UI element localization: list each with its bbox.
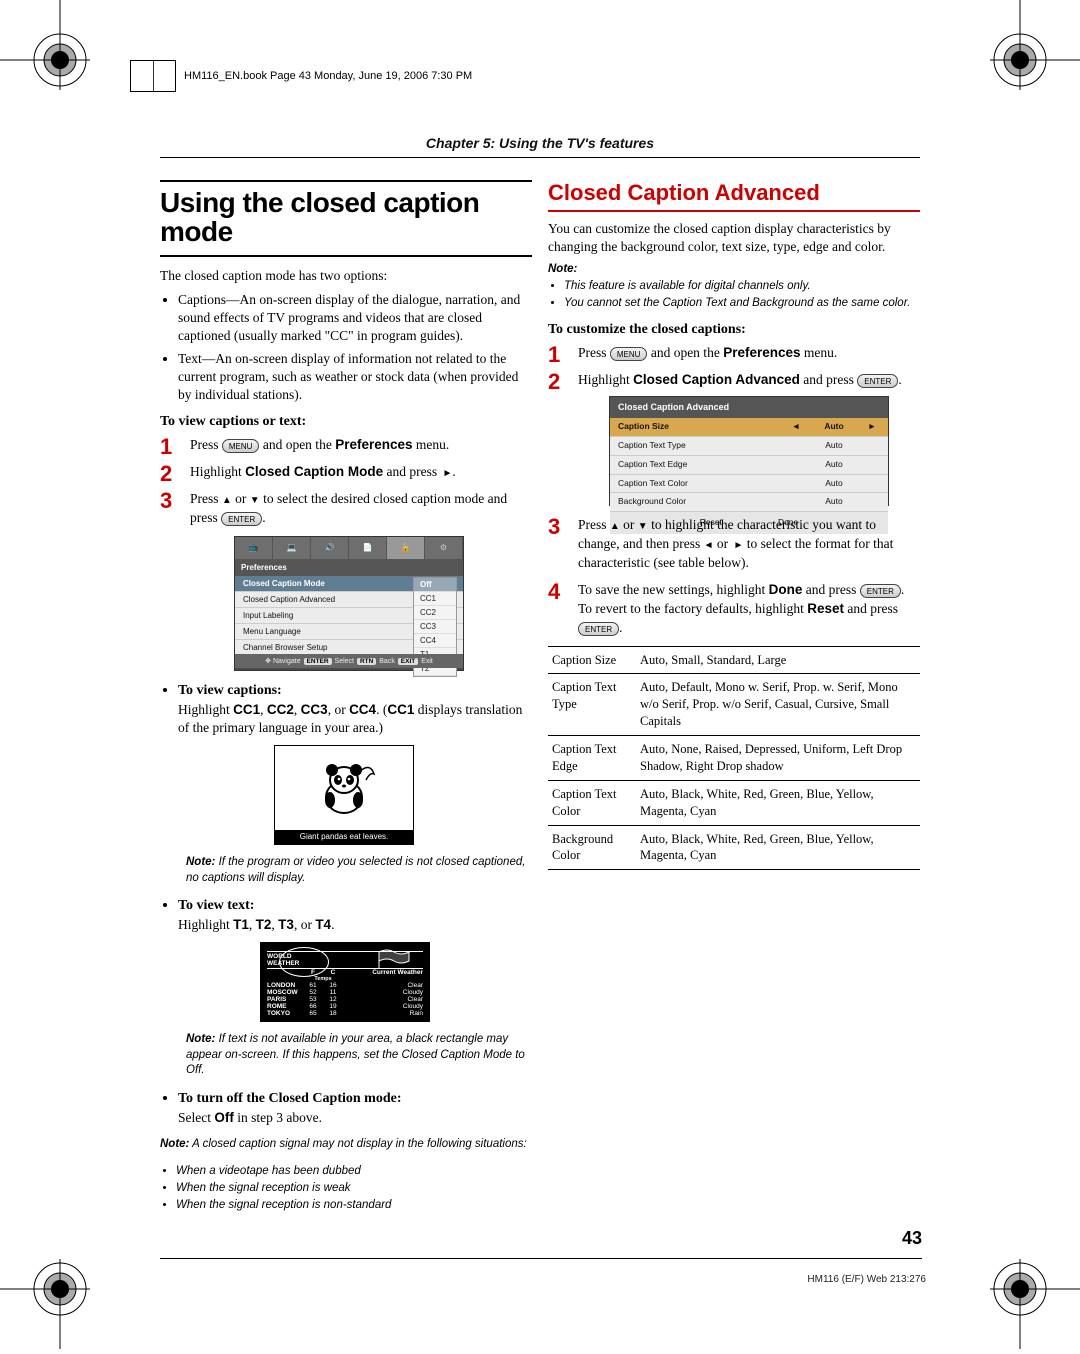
- enter-key: ENTER: [860, 584, 901, 598]
- down-arrow-icon: [250, 491, 260, 506]
- options-table: Caption SizeAuto, Small, Standard, Large…: [548, 646, 920, 871]
- panda-note: Note: If the program or video you select…: [186, 855, 532, 886]
- left-options: Captions—An on-screen display of the dia…: [160, 291, 532, 404]
- right-step-4: To save the new settings, highlight Done…: [548, 581, 920, 638]
- right-step-2: Highlight Closed Caption Advanced and pr…: [548, 371, 920, 506]
- right-column: Closed Caption Advanced You can customiz…: [548, 180, 920, 1214]
- book-icon: [130, 60, 176, 92]
- page-body: Using the closed caption mode The closed…: [160, 180, 922, 1214]
- turn-off-block: To turn off the Closed Caption mode: Sel…: [178, 1089, 532, 1127]
- crop-mark-tl: [0, 0, 120, 120]
- crop-mark-bl: [0, 1229, 120, 1349]
- left-arrow-icon: [704, 536, 714, 551]
- up-arrow-icon: [610, 517, 620, 532]
- cca-figure: Closed Caption Advanced Caption Size◄Aut…: [609, 396, 889, 506]
- prefs-title: Preferences: [235, 559, 463, 576]
- weather-note: Note: If text is not available in your a…: [186, 1032, 532, 1079]
- chapter-heading: Chapter 5: Using the TV's features: [0, 135, 1080, 158]
- header-note-text: HM116_EN.book Page 43 Monday, June 19, 2…: [184, 70, 472, 82]
- enter-key: ENTER: [578, 622, 619, 636]
- right-arrow-icon: [732, 536, 744, 551]
- enter-key: ENTER: [221, 512, 262, 526]
- right-step-1: Press MENU and open the Preferences menu…: [548, 344, 920, 363]
- down-arrow-icon: [638, 517, 648, 532]
- left-steps: Press MENU and open the Preferences menu…: [160, 436, 532, 528]
- enter-key: ENTER: [857, 374, 898, 388]
- left-h1: Using the closed caption mode: [160, 180, 532, 257]
- menu-key: MENU: [222, 439, 260, 453]
- left-subhead1: To view captions or text:: [160, 414, 532, 430]
- left-step-3: Press or to select the desired closed ca…: [160, 490, 532, 528]
- left-option-1: Captions—An on-screen display of the dia…: [178, 291, 532, 346]
- left-intro: The closed caption mode has two options:: [160, 267, 532, 285]
- page-number: 43: [902, 1228, 922, 1249]
- menu-key: MENU: [610, 347, 648, 361]
- right-h2: Closed Caption Advanced: [548, 180, 920, 212]
- right-subhead: To customize the closed captions:: [548, 322, 920, 338]
- web-ref: HM116 (E/F) Web 213:276: [807, 1274, 926, 1285]
- up-arrow-icon: [222, 491, 232, 506]
- crop-mark-tr: [960, 0, 1080, 120]
- panda-figure: Giant pandas eat leaves.: [274, 745, 414, 845]
- panda-caption: Giant pandas eat leaves.: [275, 830, 413, 844]
- left-option-2: Text—An on-screen display of information…: [178, 350, 532, 405]
- right-arrow-icon: [441, 464, 453, 479]
- right-intro: You can customize the closed caption dis…: [548, 220, 920, 256]
- right-steps: Press MENU and open the Preferences menu…: [548, 344, 920, 637]
- view-captions-block: To view captions: Highlight CC1, CC2, CC…: [178, 681, 532, 737]
- left-step-2: Highlight Closed Caption Mode and press …: [160, 463, 532, 482]
- weather-figure: WORLD WEATHER FCCurrent Weather Temps LO…: [260, 942, 430, 1022]
- view-text-block: To view text: Highlight T1, T2, T3, or T…: [178, 896, 532, 934]
- panda-icon: [304, 752, 384, 822]
- crop-mark-br: [960, 1229, 1080, 1349]
- page-footer: 43 HM116 (E/F) Web 213:276: [160, 1240, 922, 1259]
- bottom-note: Note: A closed caption signal may not di…: [160, 1137, 532, 1153]
- preferences-menu-figure: 📺💻🔊📄🔒⚙ Preferences Closed Caption ModeOf…: [234, 536, 464, 671]
- right-step-3: Press or to highlight the characteristic…: [548, 516, 920, 573]
- left-step-1: Press MENU and open the Preferences menu…: [160, 436, 532, 455]
- header-note: HM116_EN.book Page 43 Monday, June 19, 2…: [130, 60, 472, 92]
- left-column: Using the closed caption mode The closed…: [160, 180, 532, 1214]
